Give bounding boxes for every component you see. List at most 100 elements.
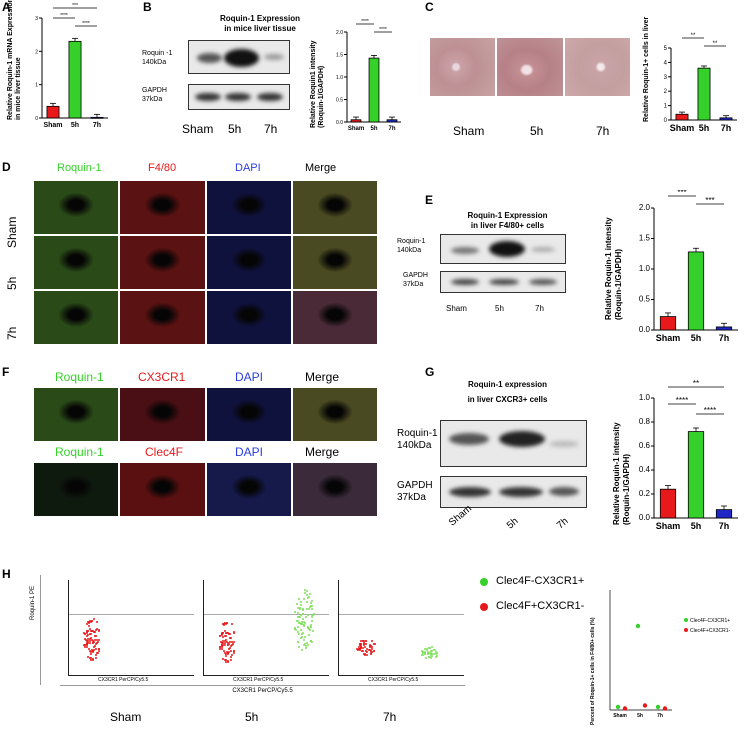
facs-event (89, 638, 92, 641)
significance-label: *** (72, 3, 78, 9)
facs-event (306, 613, 309, 616)
facs-event (296, 626, 299, 629)
h-point-5h (642, 703, 648, 708)
facs-event (368, 648, 371, 651)
panel-g-gapdh-kda: 37kDa (397, 492, 426, 503)
panel-g-label: G (425, 365, 435, 379)
facs-event (435, 652, 438, 655)
facs-event (89, 620, 92, 623)
facs-event (299, 613, 302, 616)
facs-event (370, 646, 373, 649)
panel-b-roquin-label: Roquin -1 (142, 50, 173, 57)
facs-event (306, 593, 309, 596)
facs-event (364, 649, 367, 652)
facs-event (92, 617, 95, 620)
facs-event (85, 635, 88, 638)
gridF2-tile-r0-c0 (34, 463, 119, 516)
facs-event (311, 614, 314, 617)
facs-event (363, 644, 366, 647)
bar-7h (719, 117, 733, 121)
facs-event (307, 595, 310, 598)
y-tick-label: 0.5 (639, 295, 651, 304)
facs-event (311, 615, 314, 618)
panel-f-row1-merge: Merge (305, 370, 340, 384)
facs-event (294, 611, 297, 614)
panel-d-row-7h: 7h (5, 326, 19, 340)
significance-label: ** (691, 33, 696, 39)
facs-event (310, 640, 313, 643)
facs-event (223, 651, 226, 654)
facs-event (224, 629, 226, 632)
category-label: 7h (721, 123, 732, 132)
facs-event (92, 651, 95, 654)
facs-event (84, 638, 87, 641)
facs-event (300, 620, 303, 623)
facs-event (224, 622, 227, 625)
panel-g-title-2: in liver CXCR3+ cells (467, 395, 548, 404)
panel-b-title-2: in mice liver tissue (224, 24, 296, 33)
facs-event (430, 646, 433, 649)
facs-event (363, 645, 366, 648)
panel-d-col-f480: F4/80 (148, 162, 177, 174)
panel-h-yaxis: Roquin-1 PE (30, 585, 36, 620)
panel-f-row2-micrographs (33, 462, 378, 517)
category-label: 5h (370, 126, 377, 132)
facs-event (232, 649, 235, 652)
panel-f-row1-micrographs (33, 387, 378, 442)
facs-event (91, 657, 94, 660)
facs-event (232, 630, 235, 633)
facs-event (229, 659, 232, 662)
panel-c-group-5h: 5h (530, 124, 544, 138)
facs-event (424, 647, 427, 650)
gridD-tile-r2-c0 (34, 291, 119, 344)
y-tick-label: 1 (664, 104, 668, 110)
y-tick-label: 0 (35, 116, 38, 122)
panel-c-histology (430, 38, 630, 96)
panel-f-row1-roquin: Roquin-1 (55, 370, 104, 384)
facs-event (220, 634, 223, 637)
facs-event (94, 648, 97, 651)
facs-event (223, 642, 226, 645)
facs-event (219, 645, 222, 648)
h-legend-swatch-1 (684, 618, 688, 622)
legend-label-clec4f: Clec4F+CX3CR1- (496, 600, 585, 612)
facs-event (374, 643, 377, 646)
y-tick-label: 0.6 (639, 441, 651, 450)
facs-event (223, 644, 226, 647)
bar-7h (90, 116, 104, 119)
facs-event (304, 643, 307, 646)
facs-event (91, 641, 94, 644)
category-label: 7h (719, 333, 730, 343)
bar-7h (715, 509, 733, 519)
facs-event (97, 639, 100, 641)
facs-event (429, 652, 432, 655)
significance-label: **** (361, 19, 369, 25)
facs-event (97, 628, 100, 631)
facs-event (298, 608, 301, 611)
facs-event (223, 650, 226, 653)
facs-event (90, 657, 93, 660)
facs-event (96, 627, 99, 630)
panel-c-image-5h (497, 38, 563, 96)
facs-event (97, 641, 100, 644)
facs-event (303, 624, 306, 627)
facs-event (373, 650, 376, 653)
facs-event (363, 653, 366, 656)
facs-event (218, 634, 221, 637)
facs-event (92, 649, 95, 652)
panel-c-image-7h (564, 38, 630, 96)
y-tick-label: 0.0 (639, 325, 651, 334)
category-label: Sham (656, 521, 681, 531)
bar-5h (68, 40, 82, 119)
facs-event (300, 622, 303, 625)
panel-f-row2-merge: Merge (305, 445, 340, 459)
facs-event (224, 632, 227, 635)
gridD-tile-r0-c3 (292, 181, 377, 234)
facs-event (434, 655, 437, 658)
panel-h-xaxis: CX3CR1 PerCP/Cy5.5 (232, 688, 293, 694)
h-legend-label-1: Clec4F-CX3CR1+ (690, 618, 730, 624)
facs-event (220, 647, 223, 650)
facs-event (95, 653, 97, 656)
y-tick-label: 1.0 (639, 393, 651, 402)
panel-g-group-5h: 5h (505, 515, 521, 532)
